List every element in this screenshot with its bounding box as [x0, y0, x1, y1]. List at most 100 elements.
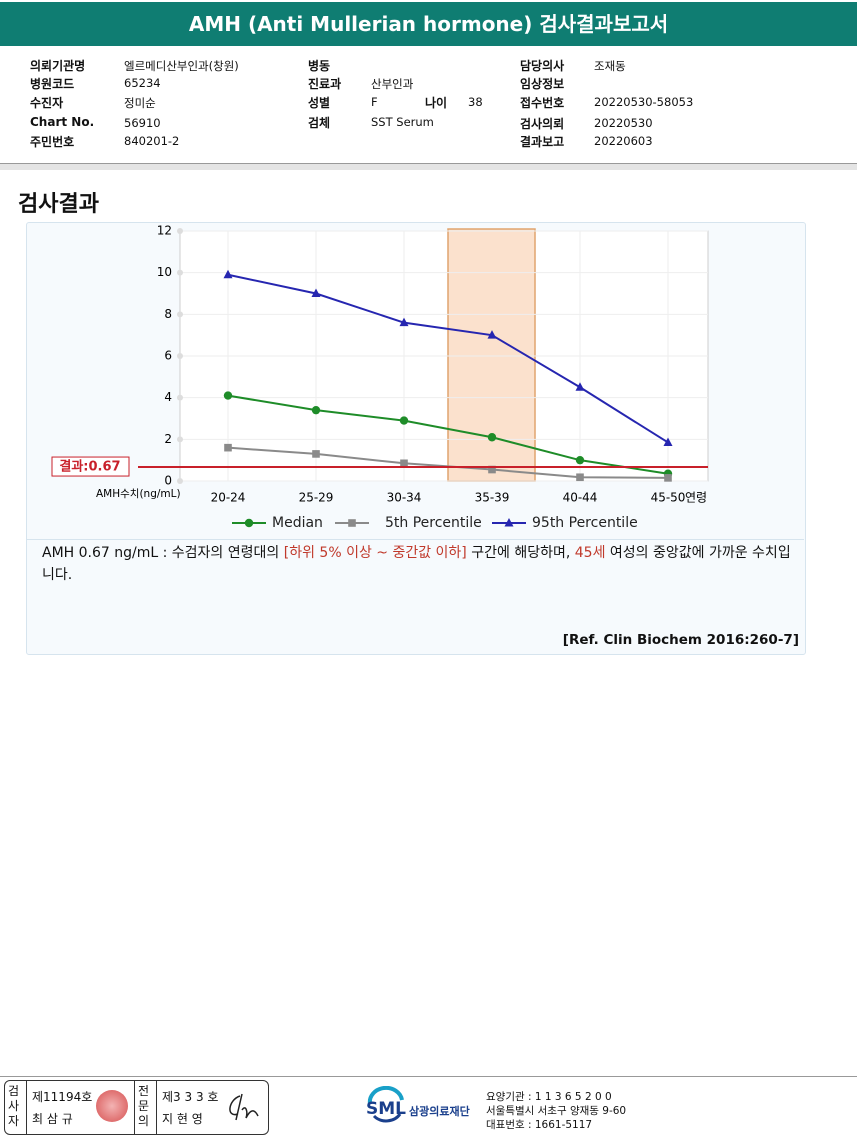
info-label: Chart No.	[30, 115, 95, 129]
marker	[312, 450, 320, 458]
marker	[487, 433, 497, 442]
marker	[348, 519, 356, 527]
examiner-number: 제11194호	[32, 1090, 93, 1104]
info-value: F	[371, 95, 378, 109]
specialist-role: 전문의	[138, 1084, 150, 1128]
info-label: 진료과	[308, 77, 342, 91]
info-label: 담당의사	[520, 59, 565, 73]
marker	[664, 474, 672, 482]
info-value: 20220530	[594, 116, 653, 130]
x-tick-label: 40-44	[563, 491, 598, 505]
examiner-role: 검사자	[8, 1084, 20, 1128]
x-tick-label: 45-50	[651, 491, 686, 505]
tick-dot	[177, 311, 183, 318]
tick-dot	[177, 228, 183, 234]
stamp-divider	[26, 1081, 27, 1134]
logo-name: 삼광의료재단	[409, 1105, 470, 1118]
info-label: 의뢰기관명	[30, 59, 86, 73]
y-tick-label: 6	[164, 349, 172, 363]
marker	[575, 455, 585, 465]
marker	[311, 405, 321, 415]
age-label: 나이	[425, 96, 448, 110]
marker	[400, 459, 408, 468]
marker	[223, 269, 233, 279]
info-label: 성별	[308, 96, 331, 110]
address-line: 대표번호 : 1661-5117	[486, 1119, 593, 1131]
info-label: 검체	[308, 116, 331, 130]
y-tick-label: 10	[157, 265, 172, 279]
info-label: 주민번호	[30, 135, 75, 149]
marker	[576, 473, 584, 482]
info-label: 병원코드	[30, 77, 75, 91]
info-value: 조재동	[594, 59, 626, 73]
marker	[223, 391, 233, 400]
age-value: 38	[468, 95, 483, 109]
result-label-box	[51, 456, 130, 477]
series-line	[227, 273, 669, 444]
comment-panel	[27, 539, 804, 540]
marker	[224, 443, 232, 452]
x-tick-label: 20-24	[211, 491, 246, 505]
info-value: 20220603	[594, 134, 653, 148]
section-title: 검사결과	[18, 192, 99, 217]
highlight-band	[447, 228, 536, 482]
comment-text: AMH 0.67 ng/mL : 수검자의 연령대의	[42, 545, 284, 561]
info-label: 결과보고	[520, 135, 565, 149]
comment-text: 구간에 해당하며,	[466, 545, 575, 561]
marker	[311, 288, 321, 297]
chart: 0 2 4 6 8 10 12 20-24 25-29 30-34 35-39 40-44 45-50 연…	[51, 224, 709, 531]
marker	[663, 437, 673, 446]
info-label: 병동	[308, 59, 331, 73]
divider	[0, 163, 857, 170]
info-value: 65234	[124, 76, 161, 90]
tick-dot	[177, 394, 183, 401]
y-tick-label: 4	[164, 390, 172, 404]
info-label: 임상정보	[520, 77, 565, 91]
info-value: 20220530-58053	[594, 95, 694, 109]
comment: AMH 0.67 ng/mL : 수검자의 연령대의 [하위 5% 이상 ~ 중…	[42, 542, 802, 586]
marker	[244, 518, 254, 528]
logo-mark	[367, 1086, 404, 1123]
info-value: 56910	[124, 116, 161, 130]
series-line	[227, 394, 669, 475]
marker	[488, 465, 496, 474]
info-label: 접수번호	[520, 96, 565, 110]
info-value: 정미순	[124, 96, 156, 110]
header-title: AMH (Anti Mullerian hormone) 검사결과보고서	[188, 12, 669, 36]
marker	[399, 317, 409, 327]
x-tick-label: 35-39	[475, 491, 510, 505]
tick-dot	[177, 353, 183, 359]
marker	[399, 416, 409, 425]
tick-dot	[177, 269, 183, 276]
info-value: SST Serum	[371, 115, 434, 129]
info-label: 검사의뢰	[520, 117, 565, 131]
y-axis-label: AMH수치(ng/mL)	[96, 488, 181, 500]
tick-dot	[177, 436, 183, 443]
examiner-name: 최 삼 규	[32, 1112, 73, 1126]
info-label: 수진자	[30, 96, 64, 110]
comment-text: 45세	[574, 545, 606, 561]
marker	[504, 518, 514, 527]
info-value: 산부인과	[371, 77, 414, 91]
legend-label: Median	[272, 515, 323, 531]
x-tick-label: 30-34	[387, 491, 422, 505]
y-tick-label: 8	[164, 307, 172, 321]
y-tick-label: 12	[157, 224, 172, 238]
x-tick-label: 25-29	[299, 491, 334, 505]
info-value: 840201-2	[124, 134, 180, 148]
signature	[229, 1093, 259, 1121]
y-tick-label: 0	[164, 474, 172, 488]
specialist-number: 제3 3 3 호	[162, 1090, 219, 1104]
stamp-divider	[134, 1081, 135, 1134]
footer-rule	[0, 1076, 857, 1077]
comment-text: 여성의 중앙값에 가까운 수치입니다.	[42, 545, 791, 583]
marker	[575, 382, 585, 391]
info-value: 엘르메디산부인과(창원)	[124, 59, 239, 73]
tick-dot	[177, 478, 183, 484]
address-line: 서울특별시 서초구 양재동 9-60	[486, 1105, 627, 1117]
stamp-box	[4, 1080, 269, 1135]
logo-text: SML	[366, 1099, 406, 1119]
y-tick-label: 2	[164, 432, 172, 446]
marker	[487, 330, 497, 339]
